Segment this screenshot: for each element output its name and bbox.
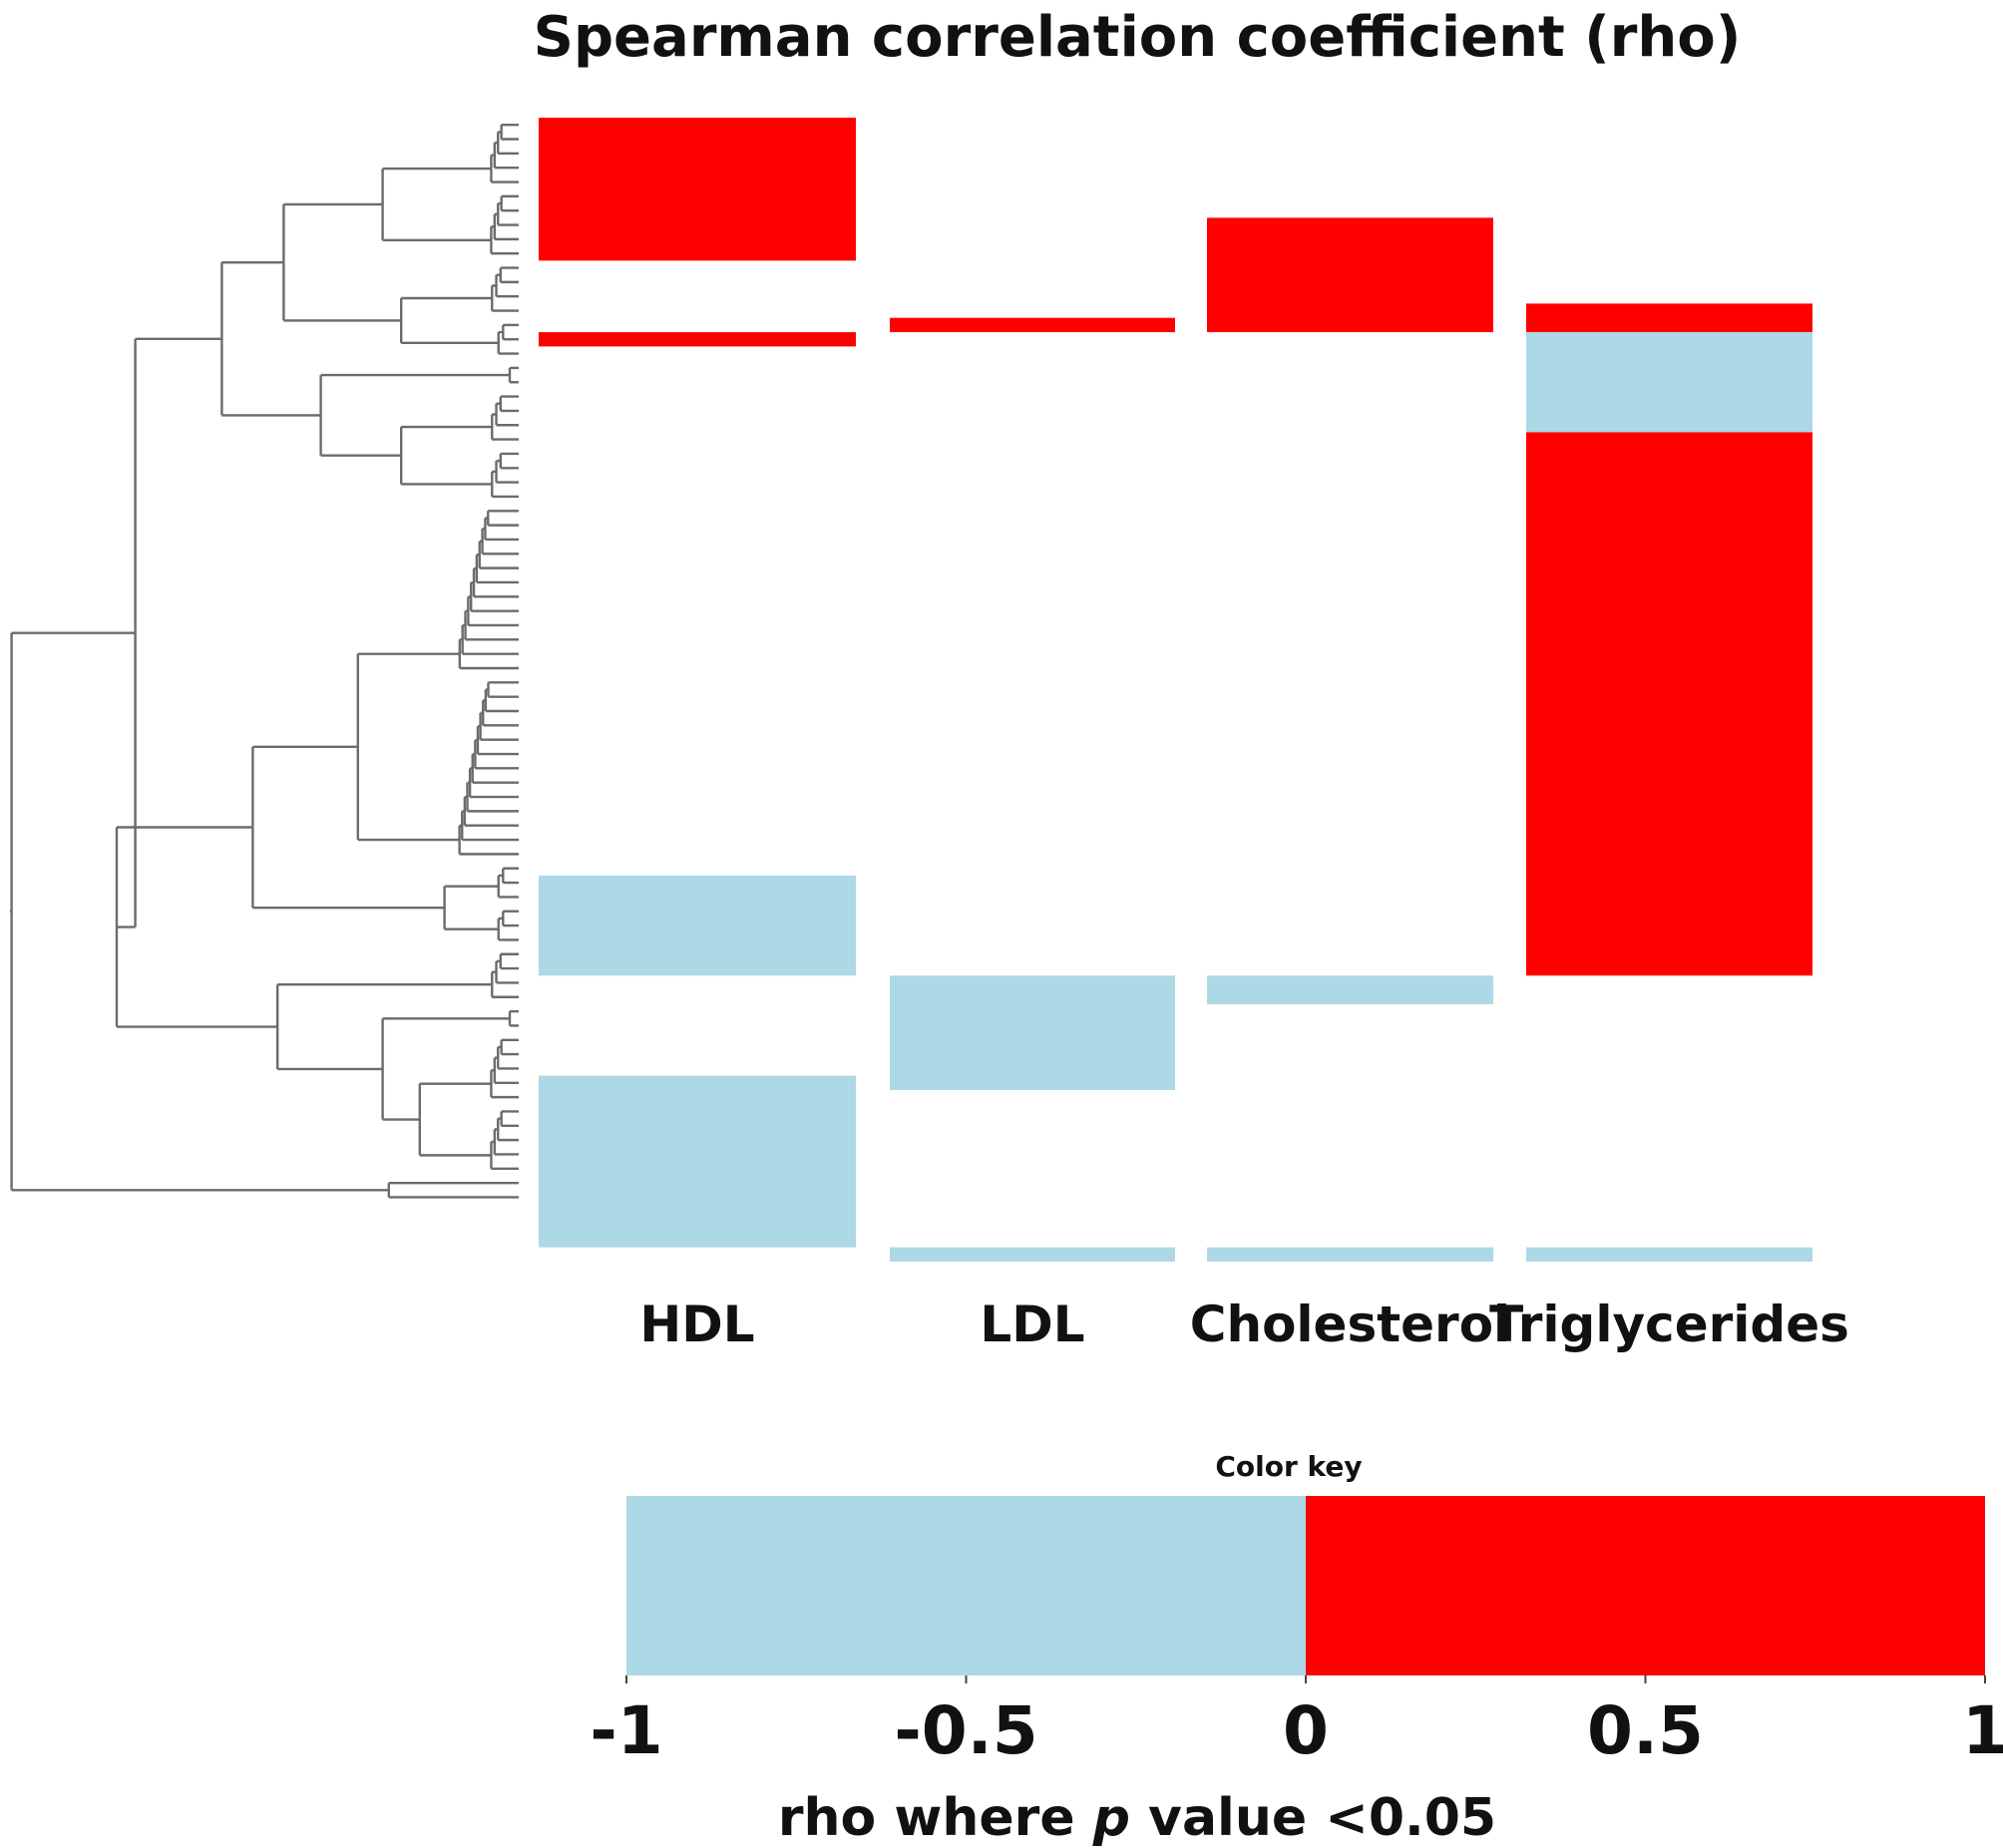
color-key-tick-label-0: -1 bbox=[590, 1692, 662, 1769]
heatmap-cell-cholesterol-7-14 bbox=[1207, 217, 1493, 333]
color-key-tick-label-2: 0 bbox=[1283, 1692, 1329, 1769]
heatmap-cell-triglycerides-79-79 bbox=[1526, 1247, 1812, 1262]
heatmap-cell-cholesterol-79-79 bbox=[1207, 1247, 1493, 1262]
heatmap-cells bbox=[539, 118, 1812, 1262]
color-key-ticks: -1 -0.5 0 0.5 1 bbox=[590, 1675, 2003, 1769]
color-key-tick-label-3: 0.5 bbox=[1587, 1692, 1704, 1769]
color-key-axis-label: rho where p value <0.05 bbox=[778, 1788, 1496, 1848]
chart-title: Spearman correlation coefficient (rho) bbox=[534, 5, 1742, 70]
color-key-bar bbox=[626, 1496, 1985, 1675]
color-key-axis-label-prefix: rho where bbox=[778, 1788, 1093, 1848]
color-key-tick-label-4: 1 bbox=[1962, 1692, 2003, 1769]
heatmap-cell-triglycerides-13-14 bbox=[1526, 303, 1812, 333]
column-label-ldl: LDL bbox=[980, 1295, 1084, 1353]
heatmap-cell-hdl-53-59 bbox=[539, 875, 856, 976]
color-key-negative bbox=[626, 1496, 1306, 1675]
heatmap-cell-ldl-60-67 bbox=[890, 975, 1175, 1090]
color-key-tick-label-1: -0.5 bbox=[894, 1692, 1037, 1769]
color-key-axis-label-italic: p bbox=[1092, 1788, 1130, 1848]
heatmap-cell-triglycerides-15-21 bbox=[1526, 332, 1812, 433]
color-key-axis-label-suffix: value <0.05 bbox=[1130, 1788, 1496, 1848]
heatmap-cell-hdl-15-15 bbox=[539, 332, 856, 347]
row-dendrogram bbox=[10, 123, 519, 1199]
color-key-positive bbox=[1306, 1496, 1985, 1675]
heatmap-cell-cholesterol-60-61 bbox=[1207, 975, 1493, 1004]
color-key: Color key -1 -0.5 0 0.5 1 rho where p value … bbox=[590, 1450, 2003, 1848]
color-key-title: Color key bbox=[1215, 1450, 1362, 1483]
heatmap-cell-ldl-79-79 bbox=[890, 1247, 1175, 1262]
column-label-cholesterol: Cholesterol bbox=[1190, 1295, 1510, 1353]
heatmap-cell-hdl-67-78 bbox=[539, 1075, 856, 1248]
heatmap-cell-ldl-14-14 bbox=[890, 317, 1175, 333]
heatmap-cell-hdl-0-9 bbox=[539, 118, 856, 261]
heatmap-cell-triglycerides-22-59 bbox=[1526, 432, 1812, 976]
column-label-hdl: HDL bbox=[639, 1295, 754, 1353]
column-label-triglycerides: Triglycerides bbox=[1489, 1295, 1849, 1353]
